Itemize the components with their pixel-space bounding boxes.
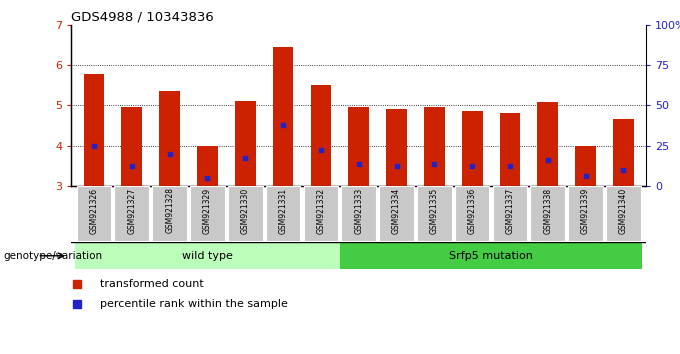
Bar xyxy=(348,107,369,186)
Bar xyxy=(340,242,642,269)
Text: GSM921334: GSM921334 xyxy=(392,188,401,234)
Text: wild type: wild type xyxy=(182,251,233,261)
Bar xyxy=(266,186,301,241)
Bar xyxy=(462,112,483,186)
Bar xyxy=(500,113,520,186)
Bar xyxy=(311,85,331,186)
Bar xyxy=(77,186,112,241)
Bar xyxy=(537,102,558,186)
Bar xyxy=(84,74,105,186)
Bar xyxy=(122,107,142,186)
Bar xyxy=(273,47,294,186)
Bar xyxy=(303,186,338,241)
Text: GSM921338: GSM921338 xyxy=(543,188,552,234)
Bar xyxy=(455,186,490,241)
Text: GDS4988 / 10343836: GDS4988 / 10343836 xyxy=(71,11,214,24)
Bar xyxy=(568,186,603,241)
Text: GSM921340: GSM921340 xyxy=(619,188,628,234)
Text: GSM921335: GSM921335 xyxy=(430,188,439,234)
Bar xyxy=(379,186,414,241)
Bar xyxy=(575,145,596,186)
Bar xyxy=(152,186,187,241)
Bar xyxy=(606,186,641,241)
Bar xyxy=(613,119,634,186)
Bar xyxy=(386,109,407,186)
Bar xyxy=(530,186,565,241)
Text: GSM921330: GSM921330 xyxy=(241,188,250,234)
Text: GSM921337: GSM921337 xyxy=(505,188,514,234)
Bar xyxy=(424,107,445,186)
Text: GSM921326: GSM921326 xyxy=(90,188,99,234)
Text: GSM921327: GSM921327 xyxy=(127,188,137,234)
Text: genotype/variation: genotype/variation xyxy=(3,251,103,261)
Text: percentile rank within the sample: percentile rank within the sample xyxy=(100,299,288,309)
Bar xyxy=(159,91,180,186)
Bar xyxy=(190,186,225,241)
Text: Srfp5 mutation: Srfp5 mutation xyxy=(449,251,533,261)
Text: GSM921333: GSM921333 xyxy=(354,188,363,234)
Bar xyxy=(228,186,262,241)
Bar xyxy=(75,242,340,269)
Bar xyxy=(197,145,218,186)
Text: GSM921339: GSM921339 xyxy=(581,188,590,234)
Text: transformed count: transformed count xyxy=(100,279,204,289)
Bar xyxy=(114,186,150,241)
Bar xyxy=(492,186,527,241)
Text: GSM921332: GSM921332 xyxy=(316,188,326,234)
Text: GSM921331: GSM921331 xyxy=(279,188,288,234)
Text: GSM921329: GSM921329 xyxy=(203,188,212,234)
Text: GSM921336: GSM921336 xyxy=(468,188,477,234)
Bar xyxy=(235,101,256,186)
Bar xyxy=(417,186,452,241)
Bar xyxy=(341,186,376,241)
Text: GSM921328: GSM921328 xyxy=(165,188,174,234)
